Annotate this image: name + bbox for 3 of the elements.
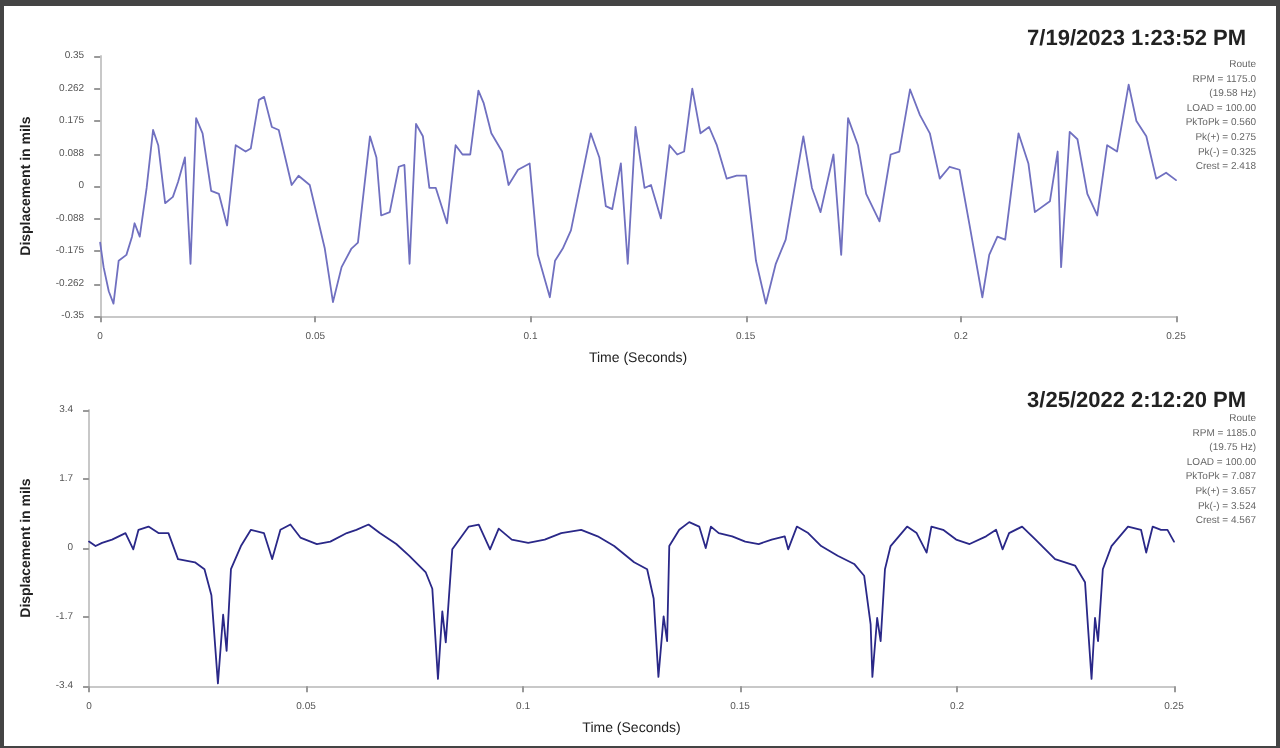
line-series — [99, 83, 1177, 305]
chart-title: 3/25/2022 2:12:20 PM — [1027, 389, 1247, 413]
chart-title: 7/19/2023 1:23:52 PM — [1027, 27, 1247, 51]
